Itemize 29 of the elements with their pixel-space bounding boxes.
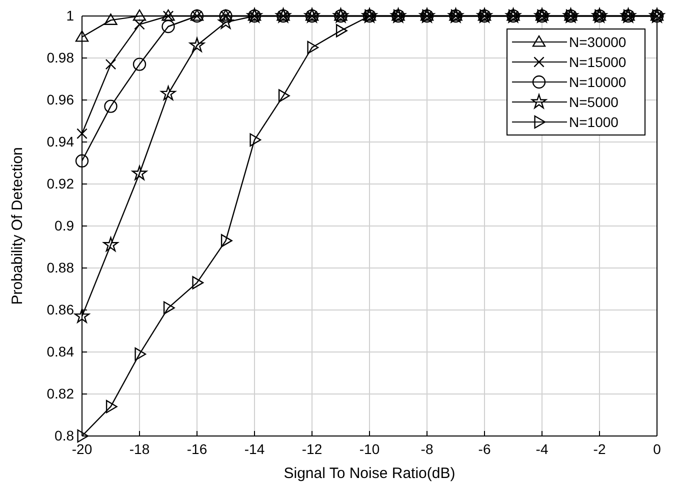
x-tick-label: -14 [244, 440, 265, 457]
y-tick-label: 0.84 [46, 343, 74, 360]
x-tick-label: -6 [478, 440, 491, 457]
y-tick-label: 0.8 [54, 427, 74, 444]
legend-label: N=5000 [569, 94, 619, 110]
x-tick-label: -2 [593, 440, 606, 457]
y-tick-label: 0.98 [46, 49, 74, 66]
x-tick-label: -12 [302, 440, 322, 457]
x-axis-title: Signal To Noise Ratio(dB) [284, 465, 456, 482]
y-tick-label: 1 [66, 7, 74, 24]
y-tick-label: 0.88 [46, 259, 74, 276]
legend-label: N=1000 [569, 114, 619, 130]
x-tick-label: -18 [129, 440, 150, 457]
y-axis-title: Probability Of Detection [9, 147, 26, 305]
x-tick-label: -20 [72, 440, 92, 457]
x-tick-label: 0 [653, 440, 662, 457]
y-tick-label: 0.94 [46, 133, 74, 150]
x-tick-label: -8 [420, 440, 434, 457]
x-tick-label: -16 [186, 440, 208, 457]
y-tick-label: 0.86 [46, 301, 74, 318]
y-tick-label: 0.82 [46, 385, 74, 402]
y-tick-label: 0.9 [54, 217, 74, 234]
legend-label: N=10000 [569, 74, 626, 90]
legend-label: N=30000 [569, 34, 626, 50]
y-tick-label: 0.92 [46, 175, 74, 192]
x-tick-label: -10 [359, 440, 380, 457]
x-tick-label: -4 [536, 440, 548, 457]
y-tick-label: 0.96 [46, 91, 74, 108]
legend-label: N=15000 [569, 54, 626, 70]
